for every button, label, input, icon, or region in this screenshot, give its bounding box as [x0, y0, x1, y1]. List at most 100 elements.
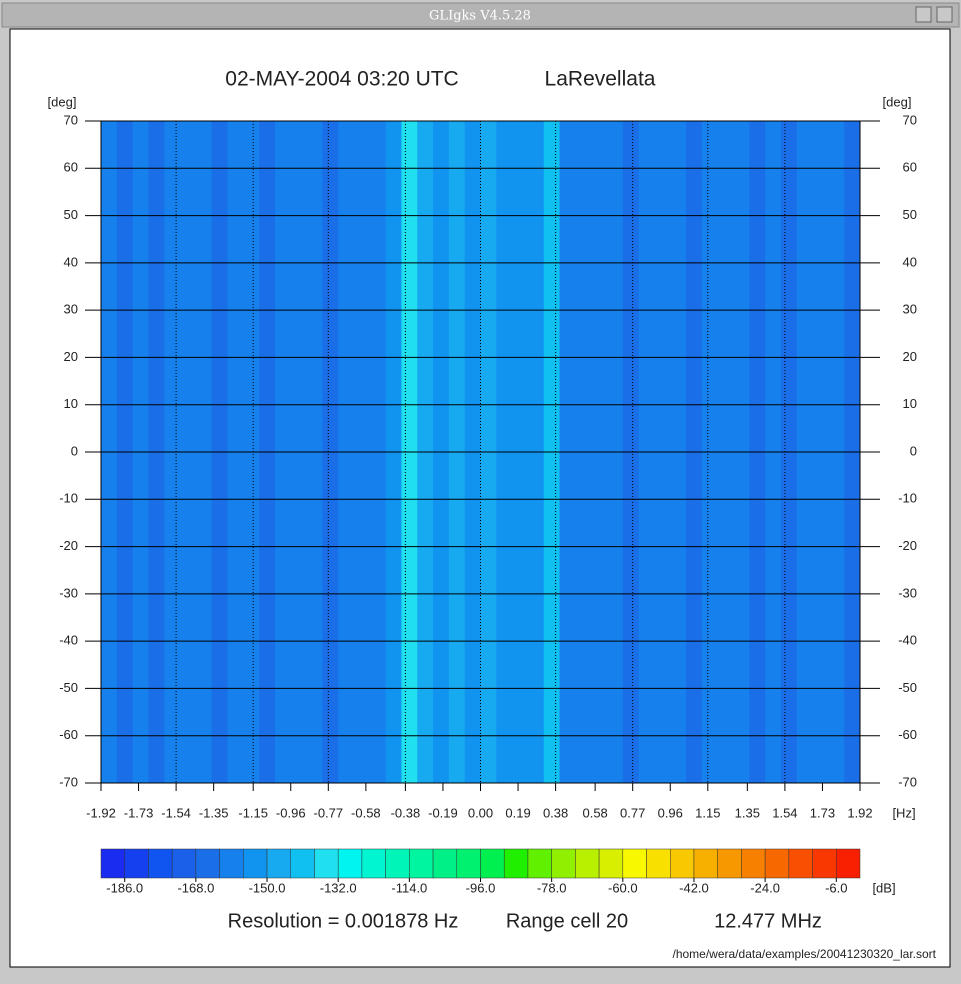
colorbar-cell: [646, 848, 671, 879]
y-tick-label-right: 70: [903, 112, 917, 127]
y-axis-label-right: [deg]: [883, 94, 912, 109]
colorbar-cell: [432, 848, 458, 879]
x-tick-label: -1.35: [199, 805, 229, 820]
y-axis-label: [deg]: [48, 94, 77, 109]
y-tick-label-right: 40: [903, 254, 917, 269]
x-tick-label: -1.92: [86, 805, 116, 820]
colorbar-cell: [266, 848, 291, 879]
range-cell: Range cell 20: [506, 910, 628, 932]
y-tick-label: 20: [64, 349, 78, 364]
file-path: /home/wera/data/examples/20041230320_lar…: [672, 947, 936, 961]
y-tick-label-right: -70: [898, 774, 917, 789]
y-tick-label-right: 60: [903, 160, 917, 175]
x-tick-label: 0.19: [505, 805, 530, 820]
window-title: GLIgks V4.5.28: [429, 9, 531, 24]
colorbar-cell: [195, 848, 220, 879]
colorbar-cell: [717, 848, 742, 879]
colorbar-cell: [741, 848, 766, 879]
y-tick-label: -60: [59, 727, 78, 742]
title-bar: [1, 2, 960, 28]
x-tick-label: -0.19: [428, 805, 458, 820]
y-tick-label: -30: [59, 585, 78, 600]
x-tick-label: 1.92: [847, 805, 872, 820]
y-tick-label-right: -40: [898, 633, 917, 648]
x-tick-label: 0.77: [620, 805, 645, 820]
colorbar-cell: [503, 848, 529, 879]
y-tick-label: -70: [59, 774, 78, 789]
x-tick-label: -0.38: [391, 805, 421, 820]
colorbar-tick-label: -78.0: [537, 880, 567, 895]
colorbar-cell: [812, 848, 837, 879]
x-tick-label: 0.96: [658, 805, 683, 820]
colorbar-cell: [764, 848, 790, 879]
colorbar-cell: [124, 848, 149, 879]
colorbar-cell: [361, 848, 386, 879]
y-tick-label-right: -60: [898, 727, 917, 742]
colorbar-cell: [290, 848, 315, 879]
y-tick-label-right: -10: [898, 491, 917, 506]
x-tick-label: 1.73: [810, 805, 835, 820]
y-tick-label-right: -20: [898, 538, 917, 553]
y-tick-label: 70: [64, 112, 78, 127]
plot-frame: [100, 120, 861, 784]
colorbar-cell: [598, 848, 624, 879]
colorbar-cell: [456, 848, 481, 879]
colorbar-tick-label: -114.0: [391, 880, 427, 895]
colorbar-cell: [693, 848, 718, 879]
x-tick-label: -0.58: [351, 805, 381, 820]
y-tick-label: 40: [64, 254, 78, 269]
colorbar-tick-label: -150.0: [249, 880, 286, 895]
x-tick-label: 1.35: [735, 805, 760, 820]
y-tick-label: 30: [64, 302, 78, 317]
colorbar-tick-label: -186.0: [106, 880, 143, 895]
colorbar-cell: [243, 848, 268, 879]
colorbar-label: [dB]: [872, 880, 895, 895]
x-tick-label: -1.73: [124, 805, 154, 820]
colorbar-tick-label: -6.0: [825, 880, 847, 895]
x-tick-label: 0.00: [468, 805, 493, 820]
y-tick-label: -20: [59, 538, 78, 553]
colorbar-cell: [337, 848, 363, 879]
x-tick-label: -0.96: [276, 805, 306, 820]
x-tick-label: 1.54: [772, 805, 797, 820]
colorbar-cell: [171, 848, 197, 879]
colorbar-cell: [836, 848, 861, 879]
maximize-button[interactable]: [936, 6, 953, 23]
chart-title: 02-MAY-2004 03:20 UTC: [225, 68, 458, 91]
minimize-button[interactable]: [915, 6, 932, 23]
colorbar-tick-label: -168.0: [177, 880, 214, 895]
colorbar-cell: [670, 848, 695, 879]
colorbar-cell: [314, 848, 339, 879]
colorbar-cell: [551, 848, 576, 879]
chart-subtitle: LaRevellata: [545, 68, 656, 91]
y-tick-label: -10: [59, 491, 78, 506]
colorbar-cell: [385, 848, 410, 879]
y-tick-label: -40: [59, 633, 78, 648]
y-tick-label-right: 10: [903, 396, 917, 411]
y-tick-label-right: 20: [903, 349, 917, 364]
y-tick-label: 50: [64, 207, 78, 222]
y-tick-label: -50: [59, 680, 78, 695]
y-tick-label: 60: [64, 160, 78, 175]
colorbar-cell: [409, 848, 434, 879]
colorbar-cell: [788, 848, 813, 879]
colorbar-cell: [100, 848, 125, 879]
colorbar-tick-label: -60.0: [608, 880, 638, 895]
colorbar-cell: [480, 848, 505, 879]
colorbar-tick-label: -24.0: [750, 880, 780, 895]
x-axis-label: [Hz]: [892, 805, 915, 820]
y-tick-label-right: 30: [903, 302, 917, 317]
x-tick-label: -1.54: [161, 805, 191, 820]
y-tick-label-right: 0: [910, 443, 917, 458]
colorbar-cell: [622, 848, 647, 879]
frequency: 12.477 MHz: [714, 910, 822, 932]
x-tick-label: -0.77: [313, 805, 343, 820]
y-tick-label-right: 50: [903, 207, 917, 222]
y-tick-label: 10: [64, 396, 78, 411]
y-tick-label-right: -30: [898, 585, 917, 600]
colorbar-tick-label: -132.0: [320, 880, 357, 895]
colorbar-tick-label: -96.0: [466, 880, 496, 895]
y-tick-label-right: -50: [898, 680, 917, 695]
x-tick-label: 0.58: [582, 805, 607, 820]
